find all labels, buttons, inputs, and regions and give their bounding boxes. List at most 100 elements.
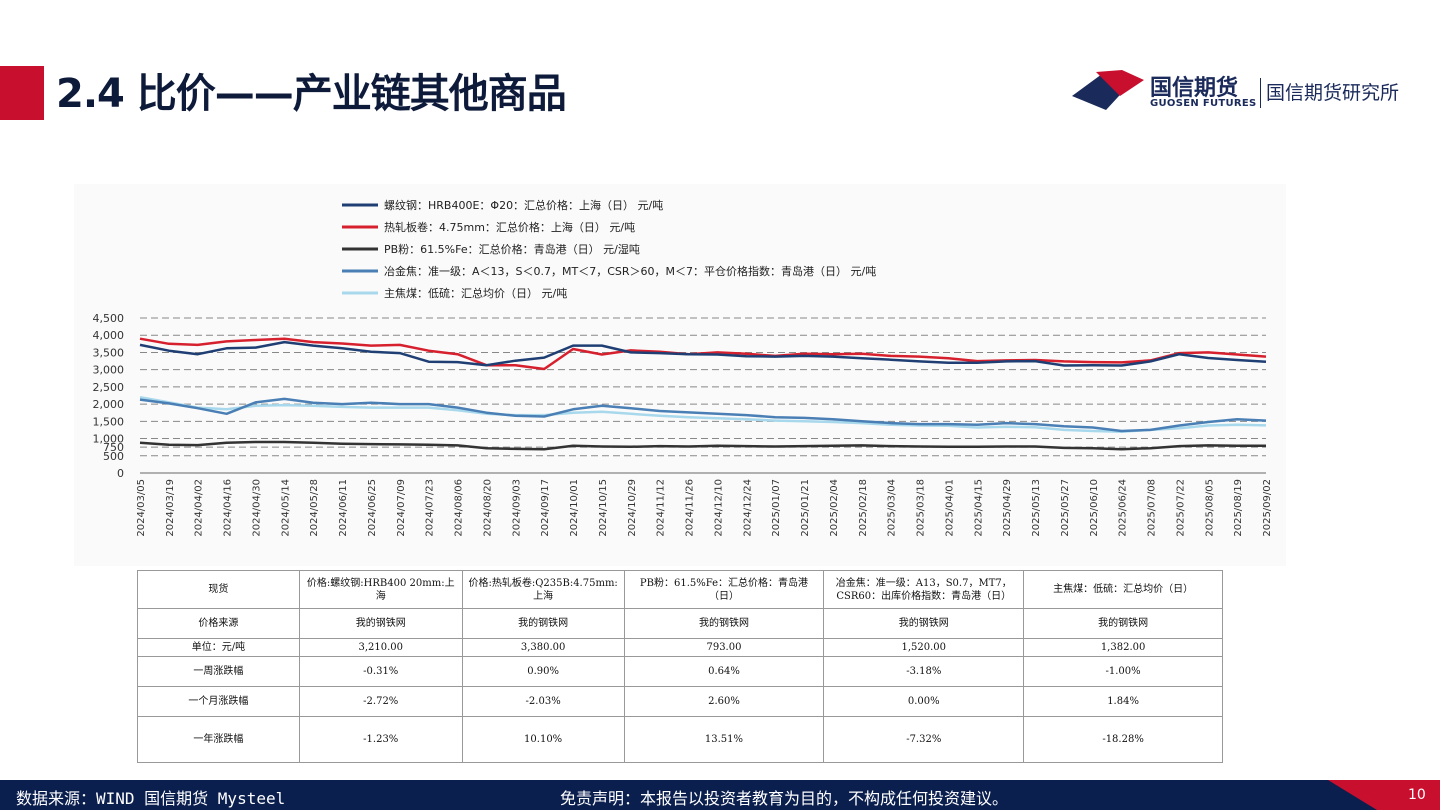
table-row-label: 价格来源 xyxy=(137,608,300,639)
x-tick-label: 2024/11/12 xyxy=(656,479,667,537)
x-tick-label: 2025/02/18 xyxy=(858,479,869,537)
table-row: 一个月涨跌幅 -2.72% -2.03% 2.60% 0.00% 1.84% xyxy=(137,686,1223,717)
brand-name-en: GUOSEN FUTURES xyxy=(1150,98,1257,109)
x-tick-label: 2025/06/10 xyxy=(1089,479,1100,537)
y-tick-label: 500 xyxy=(103,450,124,463)
table-cell: 0.00% xyxy=(823,686,1025,717)
table-cell: -2.03% xyxy=(461,686,625,717)
page-title: 2.4 比价——产业链其他商品 xyxy=(56,71,567,117)
table-cell: PB粉：61.5%Fe：汇总价格：青岛港（日） xyxy=(623,570,825,609)
price-table: 现货 价格:螺纹钢:HRB400 20mm:上海 价格:热轧板卷:Q235B:4.7… xyxy=(137,570,1223,763)
table-cell: -7.32% xyxy=(823,716,1025,763)
legend-label: 主焦煤：低硫：汇总均价（日） 元/吨 xyxy=(384,286,567,300)
table-row-label: 一周涨跌幅 xyxy=(137,656,300,687)
table-cell: 13.51% xyxy=(623,716,825,763)
x-tick-label: 2024/03/19 xyxy=(165,479,176,537)
brand-logo: 国信期货 GUOSEN FUTURES 国信期货研究所 xyxy=(1072,66,1432,118)
table-row-label: 一个月涨跌幅 xyxy=(137,686,300,717)
x-tick-label: 2025/04/29 xyxy=(1002,479,1013,537)
table-row-label: 现货 xyxy=(137,570,300,609)
y-tick-label: 2,000 xyxy=(93,398,125,411)
table-cell: 我的钢铁网 xyxy=(1023,608,1223,639)
table-cell: 1,520.00 xyxy=(823,638,1025,657)
x-tick-label: 2024/06/11 xyxy=(338,479,349,537)
series-line xyxy=(139,340,1267,367)
table-cell: 10.10% xyxy=(461,716,625,763)
x-tick-label: 2025/02/04 xyxy=(829,479,840,537)
x-tick-label: 2024/10/15 xyxy=(598,479,609,537)
table-cell: 3,380.00 xyxy=(461,638,625,657)
legend-label: 冶金焦：准一级：A＜13，S＜0.7，MT＜7，CSR＞60，M＜7：平仓价格指… xyxy=(384,264,876,278)
x-tick-label: 2024/11/26 xyxy=(685,479,696,537)
table-cell: -18.28% xyxy=(1023,716,1223,763)
title-accent-bar xyxy=(0,66,44,120)
table-row: 价格来源 我的钢铁网 我的钢铁网 我的钢铁网 我的钢铁网 我的钢铁网 xyxy=(137,608,1223,639)
table-cell: 冶金焦：准一级：A13，S0.7，MT7，CSR60：出库价格指数：青岛港（日） xyxy=(823,570,1025,609)
table-cell: 1.84% xyxy=(1023,686,1223,717)
legend-label: PB粉：61.5%Fe：汇总价格：青岛港（日） 元/湿吨 xyxy=(384,242,640,256)
x-tick-label: 2025/07/22 xyxy=(1175,479,1186,537)
table-cell: -3.18% xyxy=(823,656,1025,687)
table-cell: 我的钢铁网 xyxy=(823,608,1025,639)
table-cell: 我的钢铁网 xyxy=(461,608,625,639)
x-tick-label: 2024/05/28 xyxy=(309,479,320,537)
x-tick-label: 2024/12/24 xyxy=(742,479,753,537)
x-tick-label: 2025/04/15 xyxy=(973,479,984,537)
brand-name: 国信期货 xyxy=(1150,76,1239,101)
table-cell: -1.00% xyxy=(1023,656,1223,687)
x-tick-label: 2025/08/05 xyxy=(1204,479,1215,537)
x-tick-label: 2024/05/14 xyxy=(280,479,291,537)
y-tick-label: 4,000 xyxy=(93,329,125,342)
table-cell: 3,210.00 xyxy=(298,638,463,657)
x-tick-label: 2024/10/01 xyxy=(569,479,580,537)
x-tick-label: 2024/12/10 xyxy=(713,479,724,537)
x-tick-label: 2024/06/25 xyxy=(367,479,378,537)
table-row: 现货 价格:螺纹钢:HRB400 20mm:上海 价格:热轧板卷:Q235B:4.7… xyxy=(137,570,1223,609)
y-tick-label: 0 xyxy=(117,467,124,480)
table-cell: 主焦煤：低硫：汇总均价（日） xyxy=(1023,570,1223,609)
brand-mark-icon xyxy=(1072,70,1144,110)
data-source: 数据来源：WIND 国信期货 Mysteel xyxy=(16,789,286,808)
x-tick-label: 2025/06/24 xyxy=(1118,479,1129,537)
table-cell: 价格:螺纹钢:HRB400 20mm:上海 xyxy=(298,570,463,609)
x-tick-label: 2024/10/29 xyxy=(627,479,638,537)
x-tick-label: 2024/04/02 xyxy=(194,479,205,537)
table-cell: 0.90% xyxy=(461,656,625,687)
y-tick-label: 1,500 xyxy=(93,415,125,428)
series-line xyxy=(139,440,1267,451)
brand-divider xyxy=(1260,78,1261,108)
table-cell: -2.72% xyxy=(298,686,463,717)
table-cell: -1.23% xyxy=(298,716,463,763)
y-tick-label: 1,000 xyxy=(93,433,125,446)
x-tick-label: 2024/04/30 xyxy=(251,479,262,537)
footer-bar: 数据来源：WIND 国信期货 Mysteel 免责声明：本报告以投资者教育为目的… xyxy=(0,780,1440,810)
table-cell: 793.00 xyxy=(623,638,825,657)
x-tick-label: 2025/04/01 xyxy=(944,479,955,537)
table-cell: 我的钢铁网 xyxy=(623,608,825,639)
legend-label: 热轧板卷：4.75mm：汇总价格：上海（日） 元/吨 xyxy=(384,220,635,234)
table-row-label: 单位：元/吨 xyxy=(137,638,300,657)
x-tick-label: 2024/04/16 xyxy=(223,479,234,537)
x-tick-label: 2024/09/17 xyxy=(540,479,551,537)
series-line xyxy=(139,395,1267,433)
x-tick-label: 2025/05/13 xyxy=(1031,479,1042,537)
page-number: 10 xyxy=(1408,787,1426,803)
line-chart: 螺纹钢：HRB400E：Φ20：汇总价格：上海（日） 元/吨热轧板卷：4.75m… xyxy=(93,198,1274,537)
x-tick-label: 2024/08/20 xyxy=(482,479,493,537)
y-tick-label: 4,500 xyxy=(93,312,125,325)
table-row: 单位：元/吨 3,210.00 3,380.00 793.00 1,520.00 1,38… xyxy=(137,638,1223,657)
y-tick-label: 750 xyxy=(103,441,124,454)
y-tick-label: 2,500 xyxy=(93,381,125,394)
x-tick-label: 2025/03/04 xyxy=(887,479,898,537)
series-line xyxy=(139,397,1267,433)
x-tick-label: 2025/01/21 xyxy=(800,479,811,537)
x-tick-label: 2024/08/06 xyxy=(454,479,465,537)
table-cell: 价格:热轧板卷:Q235B:4.75mm:上海 xyxy=(461,570,625,609)
table-cell: 我的钢铁网 xyxy=(298,608,463,639)
legend-label: 螺纹钢：HRB400E：Φ20：汇总价格：上海（日） 元/吨 xyxy=(384,198,663,212)
y-tick-label: 3,500 xyxy=(93,346,125,359)
x-tick-label: 2024/07/09 xyxy=(396,479,407,537)
table-row-label: 一年涨跌幅 xyxy=(137,716,300,763)
x-tick-label: 2025/09/02 xyxy=(1262,479,1273,537)
x-tick-label: 2024/09/03 xyxy=(511,479,522,537)
